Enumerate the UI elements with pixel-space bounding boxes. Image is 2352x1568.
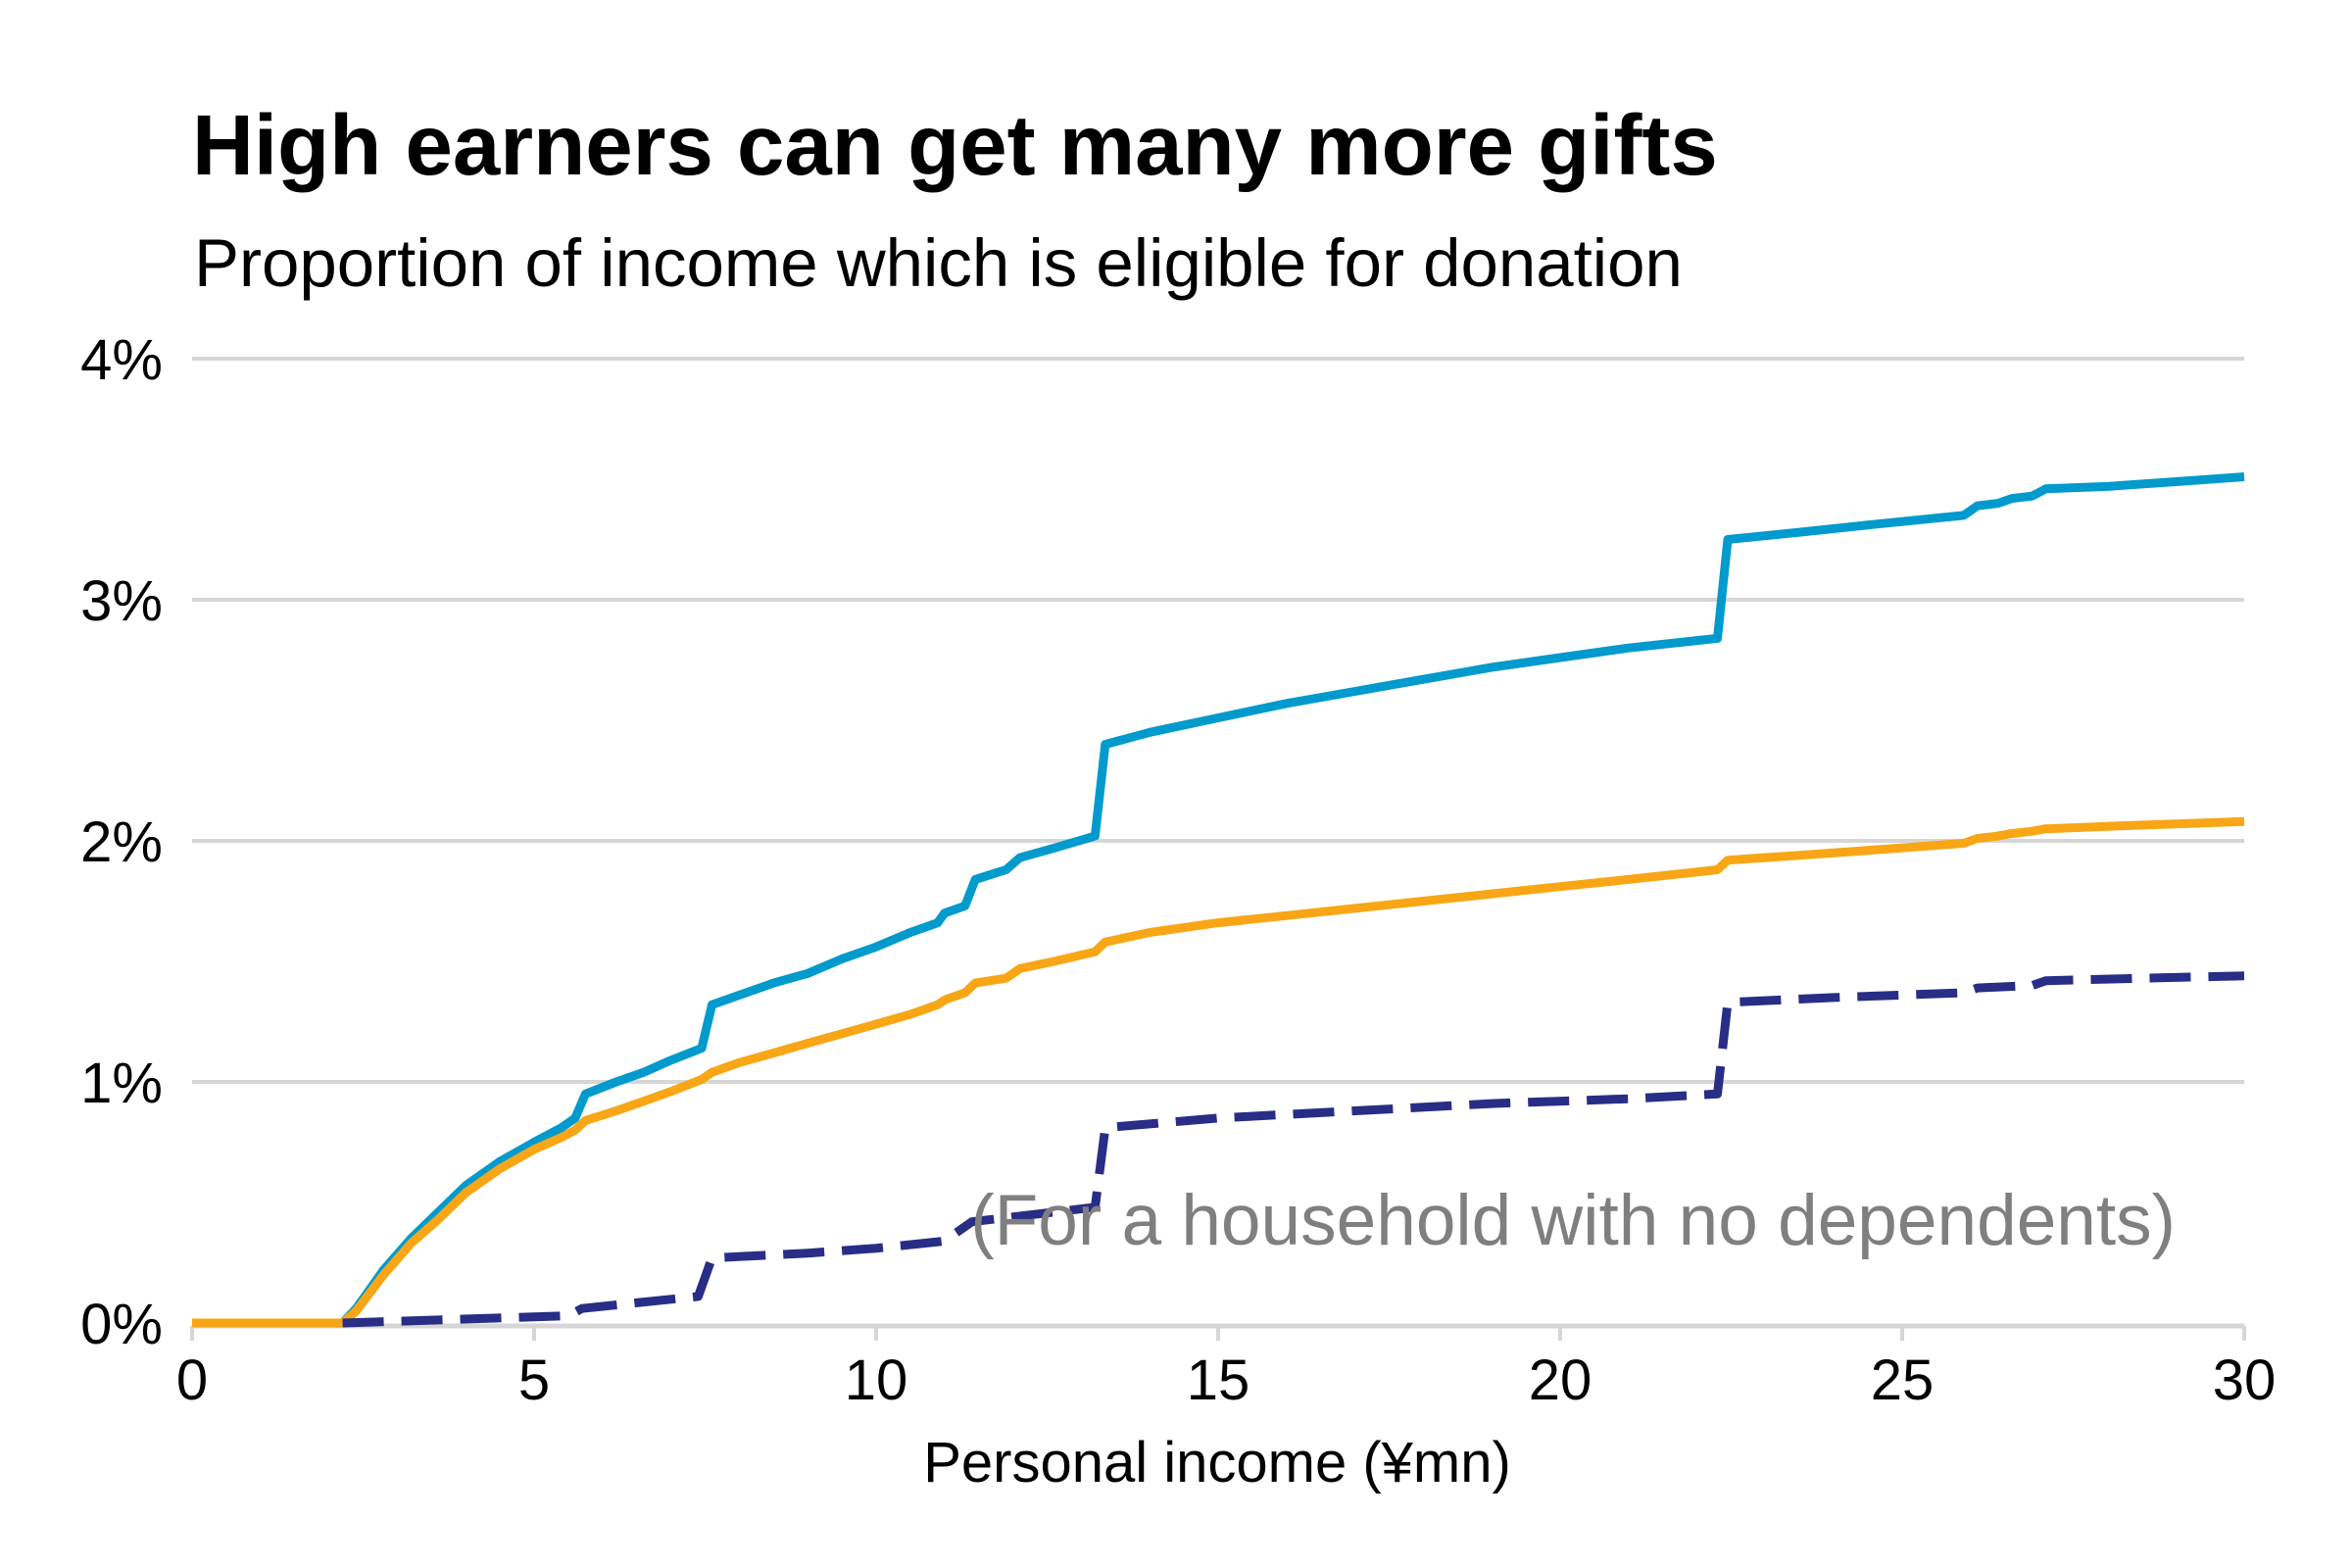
y-tick-label: 1% [80, 1052, 163, 1115]
y-tick-label: 0% [80, 1293, 163, 1356]
series-lines [192, 472, 2245, 1328]
x-tick-label: 30 [2213, 1348, 2277, 1412]
x-axis-title: Personal income (¥mn) [923, 1431, 1511, 1494]
x-tick-label: 10 [845, 1348, 908, 1412]
chart-annotation: (For a household with no dependents) [970, 1181, 2176, 1260]
x-tick-label: 20 [1529, 1348, 1592, 1412]
x-tick-label: 5 [518, 1348, 550, 1412]
series-line-top [192, 472, 2245, 1328]
y-tick-label: 3% [80, 569, 163, 633]
chart-title: High earners can get many more gifts [192, 98, 1718, 193]
x-tick-label: 25 [1871, 1348, 1935, 1412]
chart-subtitle: Proportion of income which is eligible f… [194, 225, 1683, 301]
y-tick-label: 4% [80, 328, 163, 392]
x-tick-label: 15 [1187, 1348, 1250, 1412]
y-axis-tick-labels: 0% 1% 2% 3% 4% [80, 328, 163, 1356]
gridlines [192, 357, 2244, 1084]
series-line-middle [192, 816, 2245, 1328]
x-axis: 0 5 10 15 20 25 30 [176, 1323, 2277, 1412]
x-tick-label: 0 [176, 1348, 208, 1412]
y-tick-label: 2% [80, 810, 163, 874]
series-line-dashed [342, 971, 2245, 1328]
